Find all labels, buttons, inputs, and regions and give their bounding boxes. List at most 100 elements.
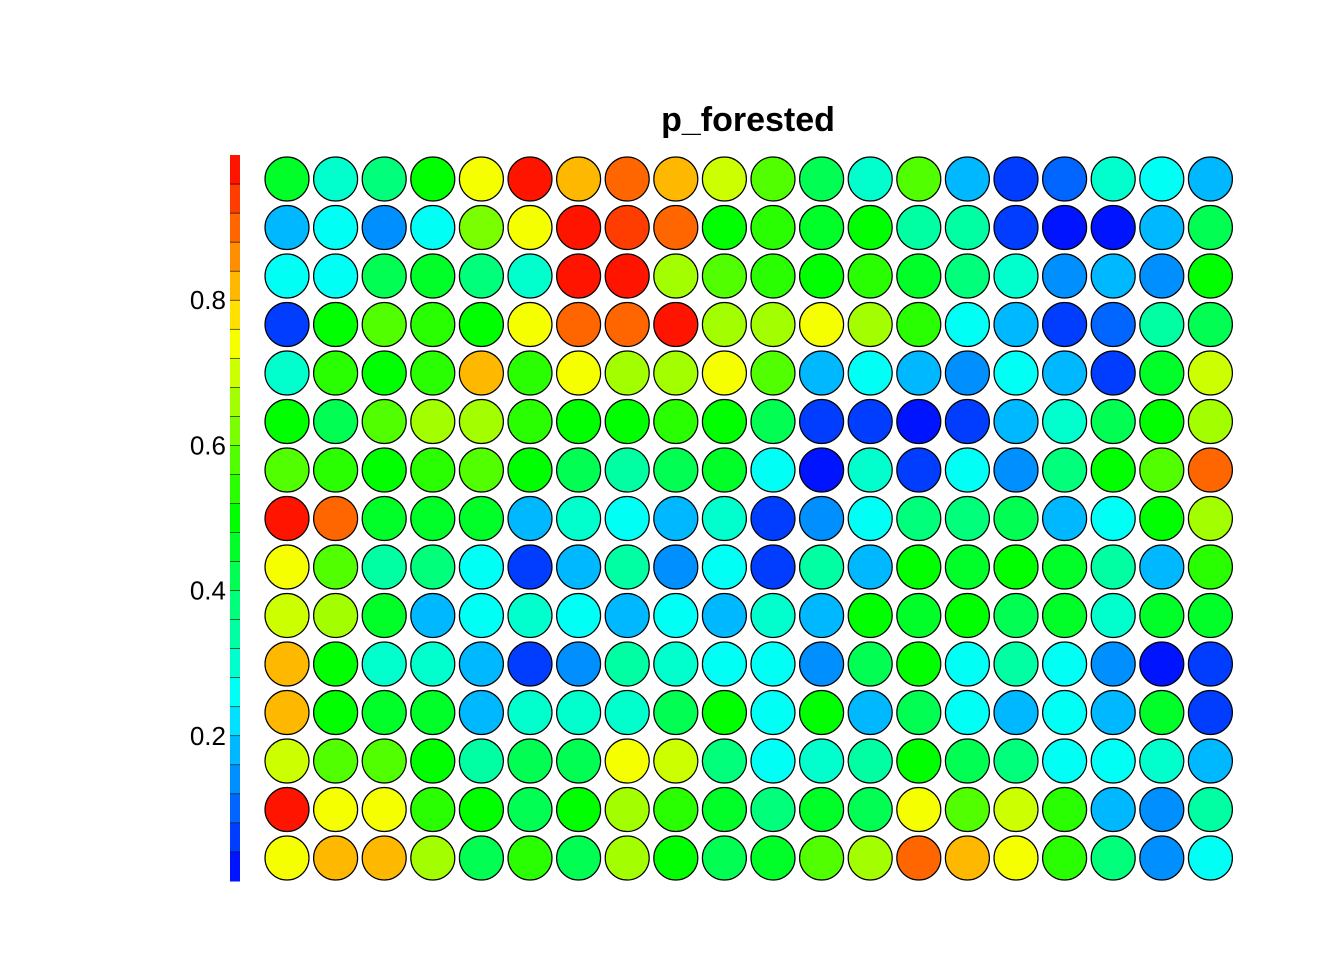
cell-circle xyxy=(896,641,942,687)
cell-circle xyxy=(896,398,942,445)
cell-circle xyxy=(313,301,359,348)
cell-circle xyxy=(1041,689,1088,736)
colorbar-bin xyxy=(230,358,240,388)
cell-circle xyxy=(361,301,407,348)
cell-circle xyxy=(604,398,650,445)
cell-circle xyxy=(604,253,650,299)
cell-circle xyxy=(555,786,602,833)
cell-circle xyxy=(653,301,699,348)
cell-circle xyxy=(798,204,845,251)
cell-circle xyxy=(1041,495,1088,542)
cell-circle xyxy=(410,301,456,348)
cell-circle xyxy=(1139,786,1185,833)
cell-circle xyxy=(750,835,796,881)
cell-circle xyxy=(458,156,504,202)
colorbar-bin xyxy=(230,590,240,621)
cell-circle xyxy=(896,253,942,299)
cell-circle xyxy=(798,689,845,736)
cell-circle xyxy=(604,204,650,251)
cell-circle xyxy=(798,738,845,784)
cell-circle xyxy=(410,156,456,202)
cell-circle xyxy=(264,350,310,396)
cell-circle xyxy=(361,592,407,639)
cell-circle xyxy=(750,641,796,687)
cell-circle xyxy=(458,641,504,687)
cell-circle xyxy=(944,641,991,687)
cell-circle xyxy=(313,156,359,202)
cell-circle xyxy=(798,301,845,348)
cell-circle xyxy=(701,592,748,639)
cell-circle xyxy=(458,689,504,736)
cell-circle xyxy=(750,398,796,445)
cell-circle xyxy=(604,301,650,348)
cell-circle xyxy=(313,204,359,251)
cell-circle xyxy=(264,592,310,639)
cell-circle xyxy=(750,738,796,784)
colorbar-bin xyxy=(230,387,240,417)
cell-circle xyxy=(313,592,359,639)
cell-circle xyxy=(507,641,553,687)
cell-circle xyxy=(458,398,504,445)
cell-circle xyxy=(1090,495,1136,542)
cell-circle xyxy=(896,544,942,590)
cell-circle xyxy=(653,156,699,202)
cell-circle xyxy=(1090,253,1136,299)
cell-circle xyxy=(993,447,1039,493)
colorbar-bin xyxy=(230,416,240,446)
cell-circle xyxy=(653,544,699,590)
cell-circle xyxy=(750,447,796,493)
cell-circle xyxy=(555,398,602,445)
cell-circle xyxy=(555,495,602,542)
cell-circle xyxy=(701,835,748,881)
colorbar-bin xyxy=(230,735,240,766)
cell-circle xyxy=(458,253,504,299)
cell-circle xyxy=(750,350,796,396)
cell-circle xyxy=(1090,641,1136,687)
colorbar-bin xyxy=(230,561,240,592)
cell-circle xyxy=(701,350,748,396)
colorbar-tick-label: 0.8 xyxy=(190,285,226,315)
colorbar-bin xyxy=(230,213,240,243)
cell-circle xyxy=(458,204,504,251)
cell-circle xyxy=(604,641,650,687)
cell-circle xyxy=(750,204,796,251)
cell-circle xyxy=(604,835,650,881)
cell-circle xyxy=(993,835,1039,881)
cell-circle xyxy=(993,641,1039,687)
cell-circle xyxy=(653,447,699,493)
cell-circle xyxy=(1090,592,1136,639)
colorbar-bin xyxy=(230,445,240,475)
cell-circle xyxy=(798,835,845,881)
cell-circle xyxy=(944,544,991,590)
cell-circle xyxy=(507,204,553,251)
cell-circle xyxy=(507,592,553,639)
cell-circle xyxy=(1041,398,1088,445)
cell-circle xyxy=(750,253,796,299)
cell-circle xyxy=(264,253,310,299)
cell-circle xyxy=(993,495,1039,542)
cell-circle xyxy=(604,689,650,736)
cell-circle xyxy=(993,156,1039,202)
cell-circle xyxy=(264,641,310,687)
cell-circle xyxy=(944,253,991,299)
cell-circle xyxy=(1187,689,1234,736)
cell-circle xyxy=(264,544,310,590)
cell-circle xyxy=(555,835,602,881)
cell-circle xyxy=(1187,447,1234,493)
cell-circle xyxy=(701,447,748,493)
cell-circle xyxy=(847,204,893,251)
cell-circle xyxy=(313,544,359,590)
cell-circle xyxy=(507,253,553,299)
cell-circle xyxy=(750,301,796,348)
cell-circle xyxy=(1041,301,1088,348)
cell-circle xyxy=(264,204,310,251)
cell-circle xyxy=(653,786,699,833)
cell-circle xyxy=(361,398,407,445)
colorbar-legend: 0.2 0.4 0.6 0.8 xyxy=(190,155,240,882)
cell-circle xyxy=(993,398,1039,445)
cell-circle xyxy=(264,835,310,881)
cell-circle xyxy=(555,544,602,590)
cell-circle xyxy=(944,738,991,784)
chart-title: p_forested xyxy=(661,101,835,139)
